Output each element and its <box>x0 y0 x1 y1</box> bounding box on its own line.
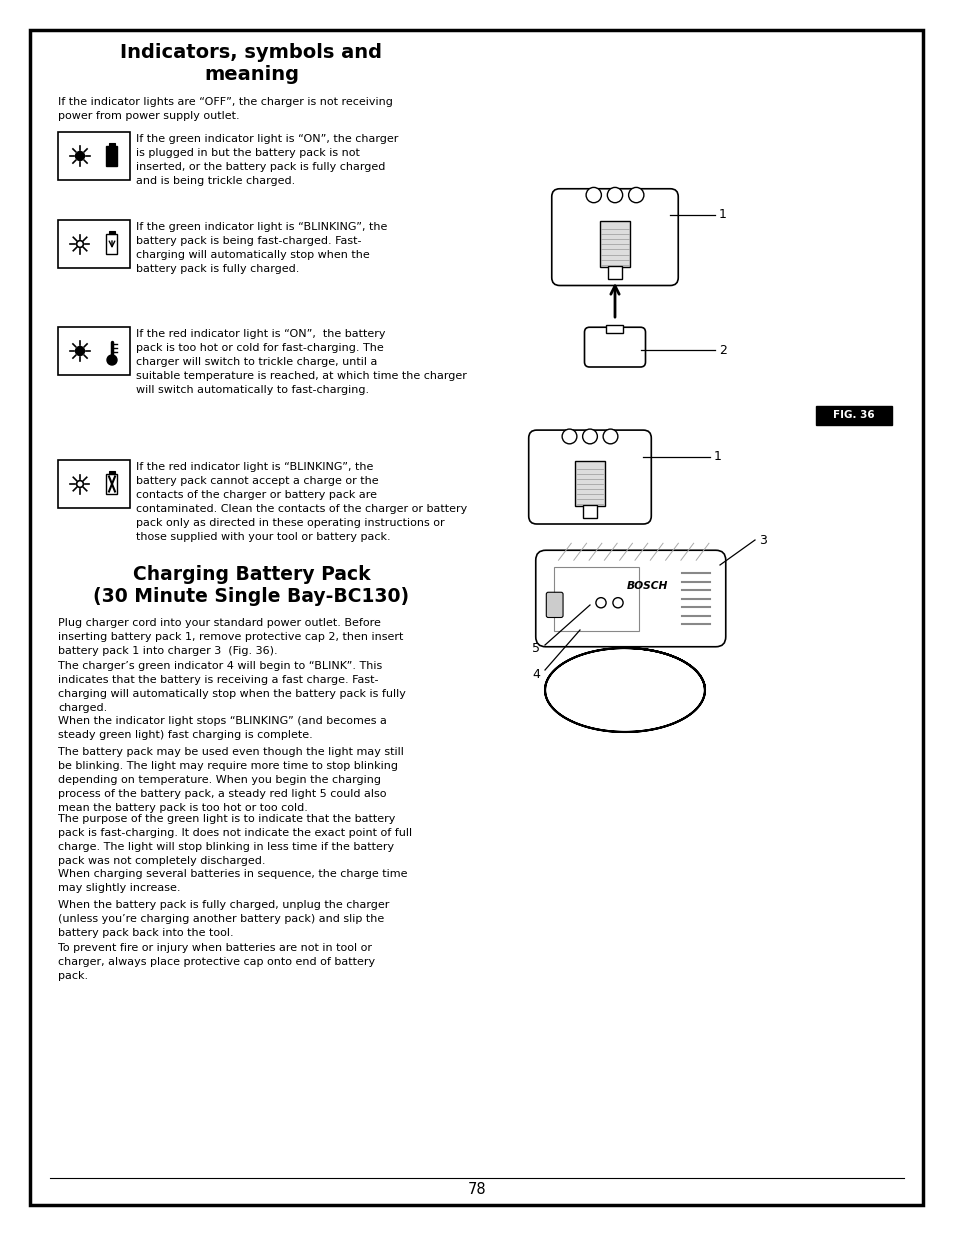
FancyBboxPatch shape <box>546 593 562 618</box>
Circle shape <box>107 354 117 366</box>
Bar <box>58 327 130 375</box>
Text: (30 Minute Single Bay-BC130): (30 Minute Single Bay-BC130) <box>93 587 409 606</box>
Text: 1: 1 <box>713 451 721 463</box>
Text: If the red indicator light is “ON”,  the battery
pack is too hot or cold for fas: If the red indicator light is “ON”, the … <box>136 329 466 395</box>
Bar <box>58 220 130 268</box>
Text: Plug charger cord into your standard power outlet. Before
inserting battery pack: Plug charger cord into your standard pow… <box>58 618 403 656</box>
Text: The charger’s green indicator 4 will begin to “BLINK”. This
indicates that the b: The charger’s green indicator 4 will beg… <box>58 661 405 713</box>
Text: The purpose of the green light is to indicate that the battery
pack is fast-char: The purpose of the green light is to ind… <box>58 814 412 866</box>
Bar <box>110 143 114 146</box>
Text: FIG. 36: FIG. 36 <box>832 410 874 420</box>
Bar <box>575 461 604 506</box>
Circle shape <box>75 347 85 356</box>
Text: 2: 2 <box>719 343 726 357</box>
Circle shape <box>628 188 643 203</box>
FancyBboxPatch shape <box>584 327 645 367</box>
FancyBboxPatch shape <box>528 430 651 524</box>
Circle shape <box>582 429 597 443</box>
Text: To prevent fire or injury when batteries are not in tool or
charger, always plac: To prevent fire or injury when batteries… <box>58 944 375 981</box>
Bar <box>554 567 639 631</box>
Text: 78: 78 <box>467 1182 486 1197</box>
Circle shape <box>75 152 85 161</box>
FancyBboxPatch shape <box>536 551 725 647</box>
Text: 3: 3 <box>759 534 766 547</box>
Circle shape <box>561 429 577 443</box>
Circle shape <box>607 188 622 203</box>
Text: If the red indicator light is “BLINKING”, the
battery pack cannot accept a charg: If the red indicator light is “BLINKING”… <box>136 462 467 542</box>
Text: When the battery pack is fully charged, unplug the charger
(unless you’re chargi: When the battery pack is fully charged, … <box>58 900 389 939</box>
Text: Indicators, symbols and: Indicators, symbols and <box>120 43 382 62</box>
Text: 4: 4 <box>532 668 539 682</box>
Text: 1: 1 <box>719 209 726 221</box>
Bar <box>107 474 117 494</box>
Text: If the indicator lights are “OFF”, the charger is not receiving
power from power: If the indicator lights are “OFF”, the c… <box>58 98 393 121</box>
Circle shape <box>602 429 618 443</box>
Text: When the indicator light stops “BLINKING” (and becomes a
steady green light) fas: When the indicator light stops “BLINKING… <box>58 716 387 740</box>
Bar <box>608 267 621 279</box>
Text: Charging Battery Pack: Charging Battery Pack <box>132 564 370 584</box>
Text: When charging several batteries in sequence, the charge time
may slightly increa: When charging several batteries in seque… <box>58 869 407 893</box>
Bar <box>606 325 623 333</box>
Bar <box>110 231 114 233</box>
Text: The battery pack may be used even though the light may still
be blinking. The li: The battery pack may be used even though… <box>58 747 403 813</box>
Circle shape <box>612 598 622 608</box>
Bar <box>107 233 117 254</box>
Text: meaning: meaning <box>204 65 298 84</box>
Text: BOSCH: BOSCH <box>626 580 668 590</box>
Bar <box>583 505 596 517</box>
Bar <box>110 471 114 474</box>
Bar <box>58 132 130 180</box>
Bar <box>599 221 630 267</box>
Circle shape <box>596 598 605 608</box>
Text: If the green indicator light is “BLINKING”, the
battery pack is being fast-charg: If the green indicator light is “BLINKIN… <box>136 222 387 274</box>
Bar <box>815 406 891 425</box>
Bar <box>107 146 117 165</box>
Text: 5: 5 <box>532 641 539 655</box>
Text: If the green indicator light is “ON”, the charger
is plugged in but the battery : If the green indicator light is “ON”, th… <box>136 135 398 186</box>
FancyBboxPatch shape <box>551 189 678 285</box>
Circle shape <box>585 188 600 203</box>
Bar <box>58 459 130 508</box>
